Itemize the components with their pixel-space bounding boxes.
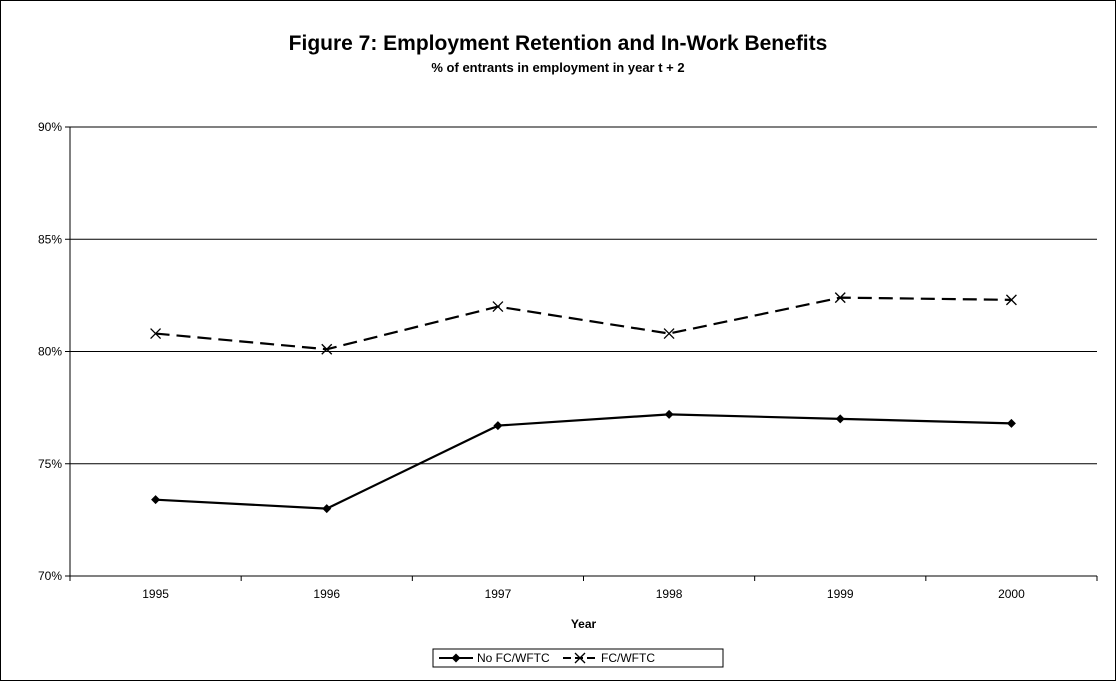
y-tick-label: 80%	[38, 345, 62, 359]
chart-title: Figure 7: Employment Retention and In-Wo…	[288, 32, 828, 55]
data-point	[322, 504, 332, 514]
data-point	[492, 301, 504, 313]
x-axis-title: Year	[571, 617, 597, 631]
data-point	[1005, 294, 1017, 306]
x-tick-label: 1997	[485, 587, 512, 601]
axes: 70% 75% 80% 85% 90% 1995 1996 1997 1998 1999 2000	[38, 120, 1098, 601]
legend-marker	[574, 652, 586, 664]
x-tick-label: 1995	[142, 587, 169, 601]
y-tick-label: 85%	[38, 232, 62, 246]
series-no-fc-wftc	[151, 409, 1016, 514]
x-tick-label: 1999	[827, 587, 854, 601]
y-tick-label: 75%	[38, 457, 62, 471]
series-layer	[150, 292, 1017, 514]
y-tick-label: 70%	[38, 569, 62, 583]
gridlines	[70, 126, 1097, 577]
x-tick-label: 1998	[656, 587, 683, 601]
data-point	[834, 292, 846, 304]
series-line-no-fc-wftc	[155, 413, 1012, 510]
data-point	[151, 495, 161, 505]
chart-subtitle: % of entrants in employment in year t + …	[431, 60, 685, 75]
x-tick-label: 2000	[998, 587, 1025, 601]
legend-marker	[451, 653, 461, 663]
data-point	[321, 343, 333, 355]
legend-item-fc-wftc: FC/WFTC	[563, 651, 655, 665]
legend: No FC/WFTC FC/WFTC	[432, 648, 724, 668]
data-point	[493, 421, 503, 431]
legend-item-no-fc-wftc: No FC/WFTC	[439, 651, 550, 665]
series-fc-wftc	[150, 292, 1017, 355]
data-point	[664, 409, 674, 419]
x-tick-label: 1996	[313, 587, 340, 601]
legend-label: FC/WFTC	[601, 651, 655, 665]
y-tick-label: 90%	[38, 120, 62, 134]
legend-label: No FC/WFTC	[477, 651, 550, 665]
data-point	[150, 328, 162, 339]
data-point	[1006, 418, 1016, 428]
series-line-fc-wftc	[155, 296, 1012, 351]
data-point	[835, 414, 845, 424]
data-point	[663, 328, 675, 339]
